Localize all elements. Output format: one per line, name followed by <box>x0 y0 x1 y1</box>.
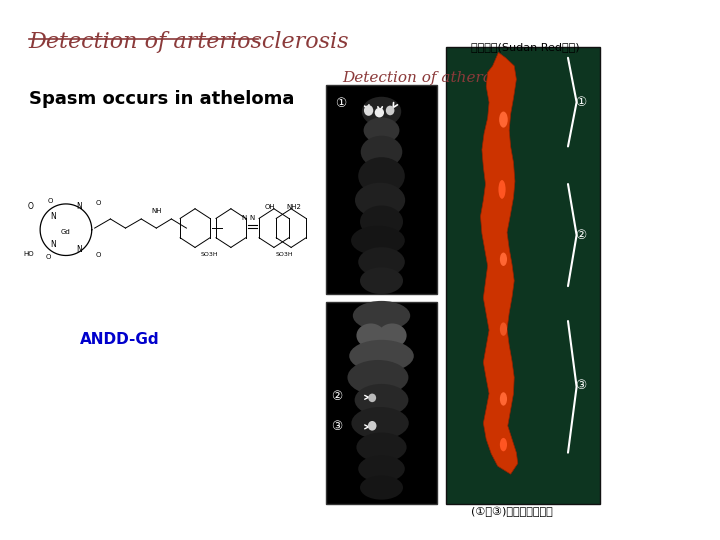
Text: SO3H: SO3H <box>276 253 294 258</box>
Text: Spasm occurs in atheloma: Spasm occurs in atheloma <box>29 90 294 108</box>
Ellipse shape <box>356 433 407 462</box>
Ellipse shape <box>355 183 405 218</box>
Ellipse shape <box>368 394 376 402</box>
Ellipse shape <box>351 407 409 439</box>
Text: N: N <box>50 212 56 221</box>
Text: ③: ③ <box>575 379 587 392</box>
Ellipse shape <box>360 267 403 294</box>
Ellipse shape <box>359 247 405 276</box>
Ellipse shape <box>361 136 402 168</box>
Ellipse shape <box>374 108 384 117</box>
Ellipse shape <box>364 105 373 116</box>
Ellipse shape <box>364 117 400 143</box>
Text: N: N <box>250 215 255 221</box>
Ellipse shape <box>378 323 407 348</box>
Text: ②: ② <box>331 390 343 403</box>
Text: ①: ① <box>335 97 346 110</box>
Ellipse shape <box>499 112 508 127</box>
Text: O: O <box>96 200 101 206</box>
Ellipse shape <box>386 106 395 115</box>
Ellipse shape <box>368 421 377 430</box>
Text: OH: OH <box>265 204 276 210</box>
Text: NH: NH <box>151 208 161 214</box>
Ellipse shape <box>359 455 405 482</box>
Text: Detection of atheroma: Detection of atheroma <box>342 71 516 85</box>
Text: NH2: NH2 <box>287 204 302 210</box>
Polygon shape <box>480 52 518 474</box>
Text: Gd: Gd <box>61 230 71 235</box>
Ellipse shape <box>500 438 507 451</box>
Bar <box>326 302 438 504</box>
Text: 摘出標本(Sudan Red染色): 摘出標本(Sudan Red染色) <box>471 42 580 52</box>
Text: (①～③)：動脈硬化部位: (①～③)：動脈硬化部位 <box>471 507 553 517</box>
Ellipse shape <box>500 253 507 266</box>
Ellipse shape <box>353 301 410 330</box>
Ellipse shape <box>349 340 414 372</box>
Text: ANDD-Gd: ANDD-Gd <box>80 332 160 347</box>
Text: O: O <box>96 252 101 258</box>
Ellipse shape <box>348 360 408 395</box>
Text: ③: ③ <box>331 420 343 434</box>
Text: O: O <box>48 198 53 204</box>
Ellipse shape <box>500 392 507 406</box>
Text: O: O <box>27 202 33 211</box>
Ellipse shape <box>355 384 408 416</box>
Text: Detection of arteriosclerosis: Detection of arteriosclerosis <box>29 31 349 53</box>
Ellipse shape <box>360 476 403 500</box>
Text: HO: HO <box>23 251 34 257</box>
Ellipse shape <box>351 226 405 255</box>
Text: ①: ① <box>575 96 587 109</box>
Ellipse shape <box>498 180 505 199</box>
Text: O: O <box>45 254 50 260</box>
Text: N: N <box>76 245 82 254</box>
Ellipse shape <box>359 157 405 195</box>
Text: ②: ② <box>575 228 587 241</box>
Ellipse shape <box>500 322 507 336</box>
Bar <box>446 47 600 504</box>
Ellipse shape <box>356 323 385 348</box>
Text: SO3H: SO3H <box>201 253 218 258</box>
Bar <box>326 85 438 294</box>
Ellipse shape <box>360 206 403 238</box>
Text: N: N <box>241 215 246 221</box>
Text: N: N <box>76 202 82 211</box>
Text: N: N <box>50 240 56 249</box>
Ellipse shape <box>361 97 401 126</box>
